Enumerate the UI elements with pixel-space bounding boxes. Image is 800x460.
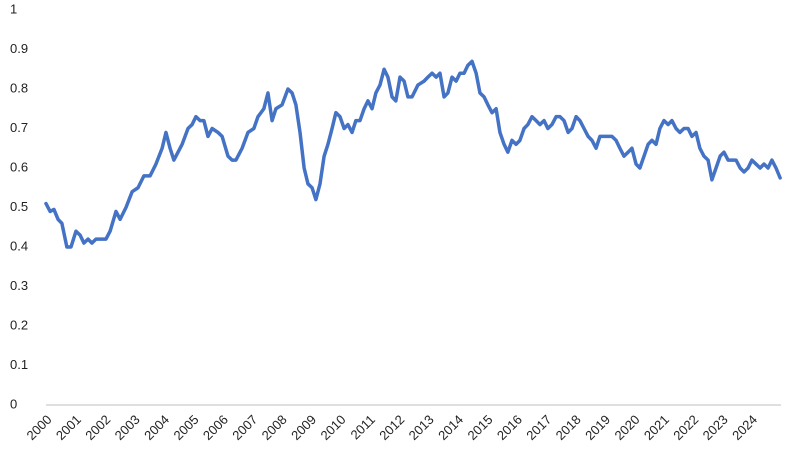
x-tick-label: 2004 bbox=[141, 412, 172, 443]
x-tick-label: 2018 bbox=[553, 412, 584, 443]
x-tick-label: 2001 bbox=[53, 412, 84, 443]
x-tick-label: 2022 bbox=[670, 412, 701, 443]
y-tick-label: 0.5 bbox=[10, 199, 28, 214]
x-tick-label: 2016 bbox=[494, 412, 525, 443]
y-tick-label: 0.6 bbox=[10, 159, 28, 174]
x-tick-label: 2014 bbox=[435, 412, 466, 443]
x-tick-label: 2011 bbox=[348, 412, 378, 442]
y-tick-label: 0.2 bbox=[10, 317, 28, 332]
y-tick-label: 0.1 bbox=[10, 357, 28, 372]
x-tick-label: 2015 bbox=[464, 412, 495, 443]
x-tick-label: 2010 bbox=[317, 412, 348, 443]
y-tick-label: 0.4 bbox=[10, 238, 28, 253]
x-tick-label: 2006 bbox=[200, 412, 231, 443]
y-tick-label: 1 bbox=[10, 1, 17, 16]
y-tick-label: 0 bbox=[10, 396, 17, 411]
y-tick-label: 0.8 bbox=[10, 80, 28, 95]
line-series bbox=[44, 59, 782, 249]
x-tick-label: 2003 bbox=[112, 412, 143, 443]
x-tick-label: 2002 bbox=[82, 412, 113, 443]
x-tick-label: 2021 bbox=[641, 412, 672, 443]
x-tick-label: 2013 bbox=[406, 412, 437, 443]
x-tick-label: 2009 bbox=[288, 412, 319, 443]
x-tick-label: 2005 bbox=[170, 412, 201, 443]
y-tick-label: 0.9 bbox=[10, 41, 28, 56]
x-tick-label: 2008 bbox=[259, 412, 290, 443]
x-tick-label: 2019 bbox=[582, 412, 613, 443]
x-tick-label: 2012 bbox=[376, 412, 407, 443]
y-tick-label: 0.7 bbox=[10, 120, 28, 135]
x-tick-label: 2007 bbox=[229, 412, 260, 443]
x-tick-label: 2017 bbox=[523, 412, 554, 443]
x-tick-label: 2020 bbox=[611, 412, 642, 443]
x-tick-label: 2024 bbox=[729, 412, 760, 443]
x-tick-label: 2023 bbox=[700, 412, 731, 443]
x-tick-label: 2000 bbox=[23, 412, 54, 443]
y-tick-label: 0.3 bbox=[10, 278, 28, 293]
